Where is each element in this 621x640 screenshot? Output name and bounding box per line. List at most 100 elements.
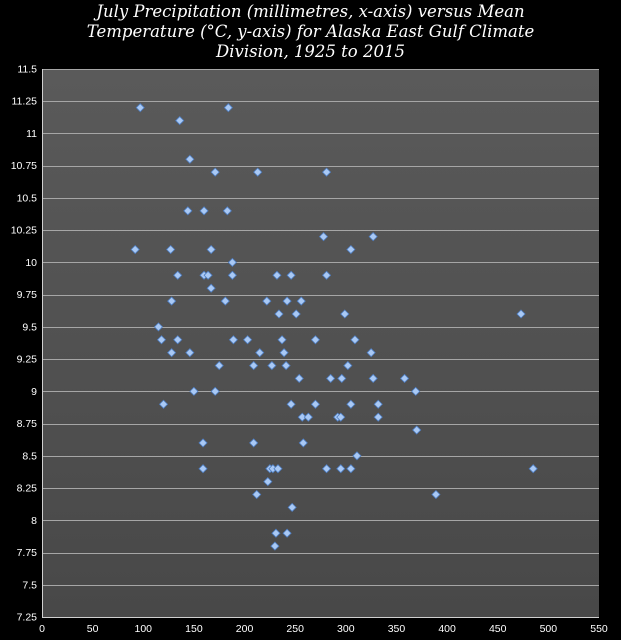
data-point	[273, 464, 283, 474]
data-point	[279, 348, 289, 358]
data-point	[340, 309, 350, 319]
x-tick-label: 250	[286, 623, 304, 635]
y-tick-label: 10.25	[11, 225, 37, 237]
data-point	[210, 386, 220, 396]
data-point	[227, 257, 237, 267]
data-point	[294, 373, 304, 384]
data-point	[167, 348, 177, 358]
data-point	[431, 489, 441, 500]
plot-area	[42, 69, 599, 617]
data-point	[281, 360, 291, 371]
data-point	[198, 464, 208, 474]
data-point	[166, 244, 176, 255]
data-point	[297, 412, 307, 422]
data-point	[249, 360, 259, 371]
data-point	[286, 399, 296, 409]
data-point	[228, 335, 238, 345]
data-point	[318, 232, 329, 242]
data-point	[336, 464, 346, 474]
data-point	[175, 116, 185, 126]
data-point	[322, 270, 332, 280]
data-point	[203, 270, 213, 280]
data-point	[346, 244, 356, 255]
data-point	[183, 206, 193, 216]
data-point	[346, 464, 356, 474]
data-point	[350, 335, 360, 345]
x-tick-label: 50	[87, 623, 99, 635]
data-point	[214, 360, 224, 371]
data-point	[277, 335, 287, 345]
x-tick-label: 300	[337, 623, 355, 635]
y-tick-label: 11.5	[17, 64, 37, 76]
data-point	[412, 425, 422, 435]
x-tick-label: 100	[135, 623, 153, 635]
data-point	[336, 412, 346, 422]
data-point	[310, 399, 321, 409]
data-point	[130, 244, 140, 255]
data-point	[199, 206, 209, 216]
x-tick-label: 200	[236, 623, 254, 635]
data-point	[210, 167, 220, 177]
y-tick-label: 8.5	[22, 450, 37, 462]
data-point	[223, 103, 233, 113]
data-point	[135, 103, 145, 113]
y-tick-label: 7.25	[17, 612, 38, 624]
y-tick-label: 9.5	[22, 321, 37, 333]
data-point	[516, 309, 526, 319]
data-point	[346, 399, 356, 409]
data-point	[189, 386, 199, 396]
x-tick-label: 550	[590, 623, 608, 635]
data-point	[158, 399, 169, 409]
data-point	[282, 528, 292, 538]
y-tick-label: 9.25	[17, 354, 38, 366]
y-tick-label: 10	[25, 257, 37, 269]
y-tick-label: 8.25	[17, 483, 38, 495]
data-point	[249, 438, 259, 448]
chart-title-line-2: Temperature (°C, y-axis) for Alaska East…	[86, 22, 535, 41]
y-tick-label: 7.5	[22, 579, 37, 591]
data-point	[198, 438, 208, 448]
data-point	[337, 373, 347, 384]
y-tick-label: 9	[31, 386, 37, 398]
x-tick-label: 350	[388, 623, 406, 635]
data-point	[411, 386, 421, 396]
data-point	[322, 167, 332, 177]
data-point	[271, 528, 281, 538]
chart-title: July Precipitation (millimetres, x-axis)…	[0, 2, 621, 62]
data-point	[267, 360, 277, 371]
data-point	[173, 270, 183, 280]
data-point	[352, 451, 362, 461]
data-point	[252, 489, 262, 500]
data-point	[373, 399, 383, 409]
y-tick-label: 8	[31, 515, 37, 527]
data-point	[291, 309, 301, 319]
data-point	[206, 283, 216, 293]
x-tick-label: 0	[39, 623, 45, 635]
data-point	[243, 335, 253, 345]
data-point	[368, 373, 378, 384]
data-point	[528, 464, 538, 474]
data-point	[287, 502, 297, 512]
gridlines	[42, 69, 599, 586]
data-point	[326, 373, 336, 384]
data-point	[298, 438, 308, 448]
data-point	[185, 348, 195, 358]
data-point	[253, 167, 263, 177]
data-point	[220, 296, 230, 306]
data-point	[368, 232, 378, 242]
data-point	[173, 335, 183, 345]
axes	[42, 69, 599, 618]
data-point	[255, 348, 265, 358]
x-tick-label: 400	[438, 623, 456, 635]
data-point	[303, 412, 313, 422]
data-point	[206, 244, 216, 255]
y-tick-label: 10.5	[17, 192, 38, 204]
x-tick-label: 500	[540, 623, 558, 635]
data-point	[366, 348, 376, 358]
data-point	[153, 322, 164, 332]
data-point	[322, 464, 332, 474]
y-tick-label: 8.75	[17, 418, 38, 430]
data-point	[282, 296, 292, 306]
